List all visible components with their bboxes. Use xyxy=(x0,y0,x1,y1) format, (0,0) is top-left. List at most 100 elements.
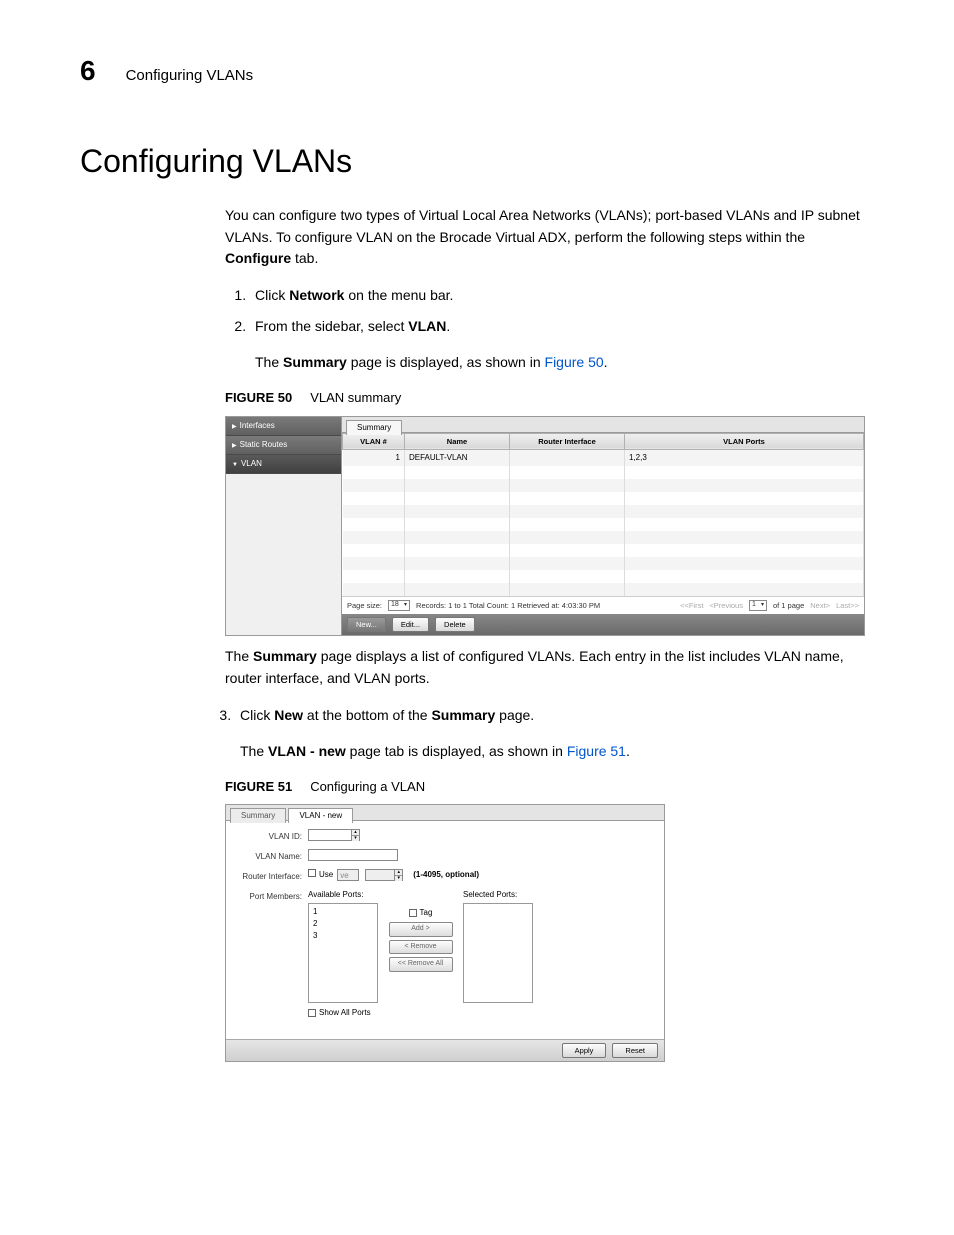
vlan-name-input[interactable] xyxy=(308,849,398,861)
step2-c: . xyxy=(446,318,450,334)
figure-51-caption: FIGURE 51Configuring a VLAN xyxy=(225,777,874,797)
s2r-d: . xyxy=(604,354,608,370)
page-number-select[interactable]: 1▾ xyxy=(749,600,767,611)
row-router-if: Router Interface: Use ve ▴▾ (1-4095, opt… xyxy=(236,869,654,883)
sidebar-item-static-routes[interactable]: ▶Static Routes xyxy=(226,436,341,455)
cell-ports: 1,2,3 xyxy=(625,449,864,466)
sidebar-item-interfaces[interactable]: ▶Interfaces xyxy=(226,417,341,436)
cell-router-if xyxy=(510,449,625,466)
after-fig50-paragraph: The Summary page displays a list of conf… xyxy=(225,646,874,689)
port-item[interactable]: 2 xyxy=(313,918,373,930)
step3-result: The VLAN - new page tab is displayed, as… xyxy=(240,741,874,762)
cell-name: DEFAULT-VLAN xyxy=(405,449,510,466)
col-router-if: Router Interface xyxy=(510,433,625,449)
port-item[interactable]: 3 xyxy=(313,930,373,942)
tab-summary[interactable]: Summary xyxy=(346,420,402,435)
pager-of: of 1 page xyxy=(773,600,804,611)
pager-last[interactable]: Last>> xyxy=(836,600,859,611)
step1-c: on the menu bar. xyxy=(344,287,453,303)
remove-button[interactable]: < Remove xyxy=(389,940,453,955)
ve-number-input[interactable] xyxy=(365,869,395,881)
steps-list-1: Click Network on the menu bar. From the … xyxy=(225,285,874,337)
table-row[interactable]: 1 DEFAULT-VLAN 1,2,3 xyxy=(343,449,864,466)
steps-list-2: Click New at the bottom of the Summary p… xyxy=(210,705,874,726)
s3-e: page. xyxy=(495,707,534,723)
figure-50: ▶Interfaces ▶Static Routes ▼VLAN Summary… xyxy=(225,416,865,637)
pager-first[interactable]: <<First xyxy=(680,600,703,611)
available-ports-label: Available Ports: xyxy=(308,889,378,901)
records-info: Records: 1 to 1 Total Count: 1 Retrieved… xyxy=(416,600,600,611)
page-size-select[interactable]: 18▾ xyxy=(388,600,410,611)
af50-a: The xyxy=(225,648,253,664)
col-name: Name xyxy=(405,433,510,449)
figure-51-link[interactable]: Figure 51 xyxy=(567,743,626,759)
available-ports-col: Available Ports: 1 2 3 Show All Ports xyxy=(308,889,378,1019)
table-row xyxy=(343,557,864,570)
chevron-down-icon: ▼ xyxy=(232,462,238,468)
step-3: Click New at the bottom of the Summary p… xyxy=(235,705,874,726)
tag-checkbox[interactable] xyxy=(409,909,417,917)
pager-next[interactable]: Next> xyxy=(810,600,830,611)
intro-paragraph: You can configure two types of Virtual L… xyxy=(225,205,874,270)
fig51-tabbar: Summary VLAN - new xyxy=(226,805,664,821)
table-row xyxy=(343,518,864,531)
use-ve-input[interactable]: ve xyxy=(337,869,359,881)
row-vlan-name: VLAN Name: xyxy=(236,849,654,863)
label-vlan-id: VLAN ID: xyxy=(236,829,308,843)
s3-c: at the bottom of the xyxy=(303,707,431,723)
dropdown-icon: ▾ xyxy=(761,601,764,610)
sidebar-vlan-label: VLAN xyxy=(241,459,262,468)
tag-label: Tag xyxy=(420,908,433,917)
sidebar-item-vlan[interactable]: ▼VLAN xyxy=(226,455,341,474)
spinner-icon[interactable]: ▴▾ xyxy=(394,869,403,881)
fig50-tabbar: Summary xyxy=(342,417,864,433)
fig50-content: Summary VLAN # Name Router Interface VLA… xyxy=(342,417,864,636)
spinner-icon[interactable]: ▴▾ xyxy=(351,829,360,841)
vlan-table: VLAN # Name Router Interface VLAN Ports … xyxy=(342,433,864,596)
chapter-number: 6 xyxy=(80,50,96,92)
selected-ports-col: Selected Ports: xyxy=(463,889,533,1003)
delete-button[interactable]: Delete xyxy=(435,617,475,632)
use-checkbox[interactable] xyxy=(308,869,316,877)
selected-ports-list[interactable] xyxy=(463,903,533,1003)
intro-text: You can configure two types of Virtual L… xyxy=(225,207,860,245)
add-button[interactable]: Add > xyxy=(389,922,453,937)
cell-vlan-no: 1 xyxy=(343,449,405,466)
new-button[interactable]: New... xyxy=(347,617,386,632)
tab-vlan-new[interactable]: VLAN - new xyxy=(288,808,353,823)
figure-50-link[interactable]: Figure 50 xyxy=(545,354,604,370)
label-port-members: Port Members: xyxy=(236,889,308,903)
show-all-checkbox[interactable] xyxy=(308,1009,316,1017)
tab-summary[interactable]: Summary xyxy=(230,808,286,823)
table-row xyxy=(343,505,864,518)
selected-ports-label: Selected Ports: xyxy=(463,889,533,901)
available-ports-list[interactable]: 1 2 3 xyxy=(308,903,378,1003)
dropdown-icon: ▾ xyxy=(404,601,407,610)
fig51-title: Configuring a VLAN xyxy=(310,779,425,794)
table-row xyxy=(343,544,864,557)
table-header-row: VLAN # Name Router Interface VLAN Ports xyxy=(343,433,864,449)
remove-all-button[interactable]: << Remove All xyxy=(389,957,453,972)
chapter-header: 6 Configuring VLANs xyxy=(80,50,874,92)
table-row xyxy=(343,583,864,596)
apply-button[interactable]: Apply xyxy=(562,1043,607,1058)
sidebar-static-routes-label: Static Routes xyxy=(240,440,288,449)
table-row xyxy=(343,492,864,505)
page-title: Configuring VLANs xyxy=(80,137,874,185)
af50-b: Summary xyxy=(253,648,317,664)
row-port-members: Port Members: Available Ports: 1 2 3 Sho… xyxy=(236,889,654,1019)
step-2: From the sidebar, select VLAN. xyxy=(250,316,874,337)
s3-a: Click xyxy=(240,707,274,723)
af50-c: page displays a list of configured VLANs… xyxy=(225,648,844,686)
edit-button[interactable]: Edit... xyxy=(392,617,429,632)
sidebar-interfaces-label: Interfaces xyxy=(240,421,275,430)
port-item[interactable]: 1 xyxy=(313,906,373,918)
reset-button[interactable]: Reset xyxy=(612,1043,658,1058)
chapter-title-top: Configuring VLANs xyxy=(126,65,254,88)
pager-prev[interactable]: <Previous xyxy=(709,600,743,611)
label-router-if: Router Interface: xyxy=(236,869,308,883)
table-row xyxy=(343,466,864,479)
use-label: Use xyxy=(319,869,333,881)
vlan-id-input[interactable] xyxy=(308,829,352,841)
fig51-footer: Apply Reset xyxy=(226,1039,664,1061)
